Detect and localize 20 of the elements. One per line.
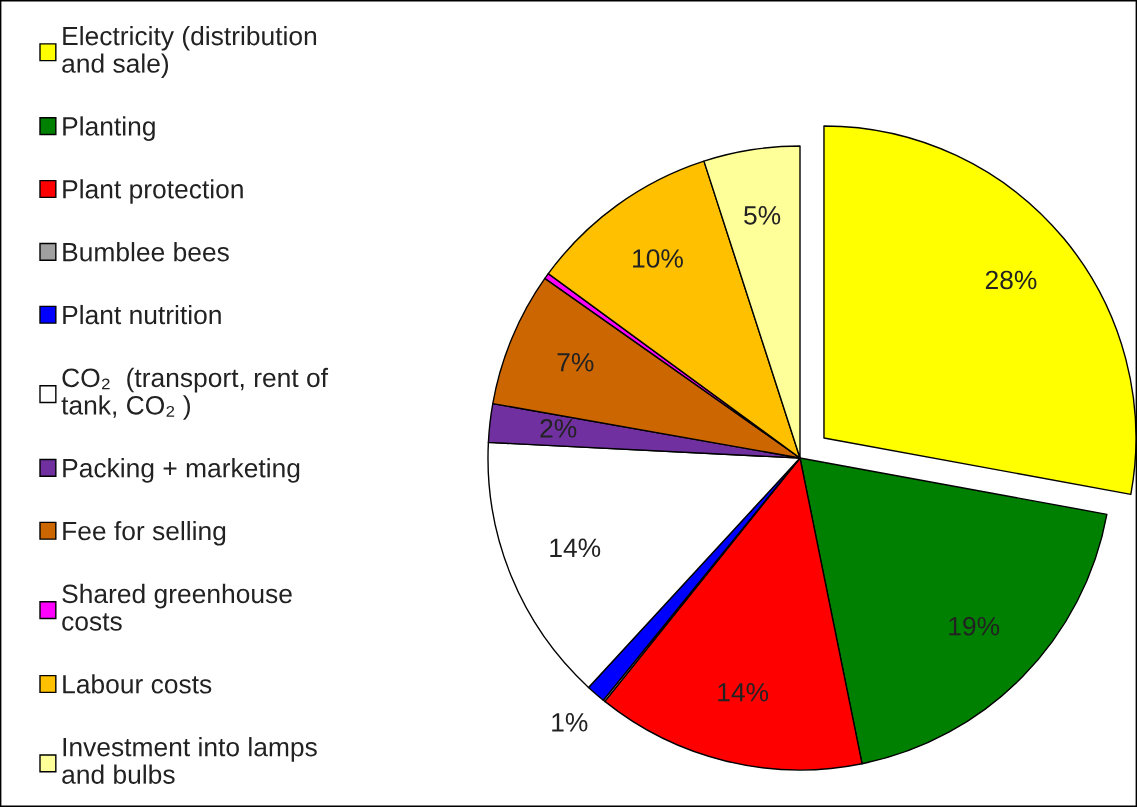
legend-label: Bumblee bees: [63, 242, 229, 262]
data-label: 28%: [985, 270, 1037, 290]
legend-label: Planting: [63, 116, 155, 141]
data-label: 14%: [550, 538, 601, 558]
data-label: 10%: [633, 249, 683, 268]
data-label: 1%: [552, 713, 588, 732]
legend-label: Plant protection: [63, 179, 243, 204]
legend-label: Packing + marketing: [63, 458, 300, 483]
data-label: 14%: [718, 683, 769, 702]
legend-label: Shared greenhouse costs: [62, 583, 292, 631]
data-label: 19%: [949, 616, 1000, 636]
legend-label: Fee for selling: [63, 520, 226, 546]
legend-label: Electricity (distribution and sale): [62, 26, 317, 79]
legend-label: Investment into lamps and bulbs: [62, 737, 317, 784]
data-label: 7%: [557, 353, 594, 372]
data-label: 5%: [744, 206, 781, 225]
data-label: 2%: [540, 419, 577, 438]
legend-label: Plant nutrition: [63, 304, 221, 325]
legend-label: Labour costs: [63, 674, 212, 694]
legend-label: CO₂ (transport, rent of tank, CO₂ ): [61, 367, 329, 420]
